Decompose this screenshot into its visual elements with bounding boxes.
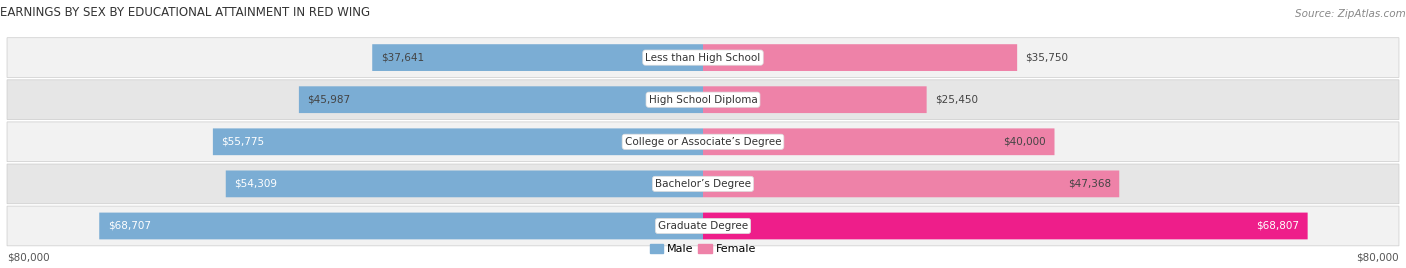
- Text: $40,000: $40,000: [1004, 137, 1046, 147]
- FancyBboxPatch shape: [703, 86, 927, 113]
- FancyBboxPatch shape: [703, 128, 1054, 155]
- Text: College or Associate’s Degree: College or Associate’s Degree: [624, 137, 782, 147]
- FancyBboxPatch shape: [100, 213, 703, 239]
- Text: $35,750: $35,750: [1025, 53, 1069, 63]
- Text: $80,000: $80,000: [7, 253, 49, 263]
- Text: $47,368: $47,368: [1067, 179, 1111, 189]
- Text: $54,309: $54,309: [235, 179, 277, 189]
- Text: $37,641: $37,641: [381, 53, 423, 63]
- Text: $45,987: $45,987: [308, 95, 350, 105]
- FancyBboxPatch shape: [212, 128, 703, 155]
- Text: Less than High School: Less than High School: [645, 53, 761, 63]
- FancyBboxPatch shape: [7, 206, 1399, 246]
- FancyBboxPatch shape: [226, 170, 703, 197]
- Text: Source: ZipAtlas.com: Source: ZipAtlas.com: [1295, 9, 1406, 19]
- Text: Bachelor’s Degree: Bachelor’s Degree: [655, 179, 751, 189]
- Legend: Male, Female: Male, Female: [645, 239, 761, 259]
- Text: $68,807: $68,807: [1256, 221, 1299, 231]
- FancyBboxPatch shape: [703, 44, 1017, 71]
- FancyBboxPatch shape: [7, 122, 1399, 162]
- FancyBboxPatch shape: [703, 170, 1119, 197]
- Text: $68,707: $68,707: [108, 221, 150, 231]
- Text: $80,000: $80,000: [1357, 253, 1399, 263]
- Text: High School Diploma: High School Diploma: [648, 95, 758, 105]
- Text: Graduate Degree: Graduate Degree: [658, 221, 748, 231]
- Text: $25,450: $25,450: [935, 95, 979, 105]
- FancyBboxPatch shape: [7, 38, 1399, 77]
- FancyBboxPatch shape: [703, 213, 1308, 239]
- FancyBboxPatch shape: [299, 86, 703, 113]
- Text: EARNINGS BY SEX BY EDUCATIONAL ATTAINMENT IN RED WING: EARNINGS BY SEX BY EDUCATIONAL ATTAINMEN…: [0, 6, 370, 19]
- Text: $55,775: $55,775: [221, 137, 264, 147]
- FancyBboxPatch shape: [7, 164, 1399, 204]
- FancyBboxPatch shape: [7, 80, 1399, 120]
- FancyBboxPatch shape: [373, 44, 703, 71]
